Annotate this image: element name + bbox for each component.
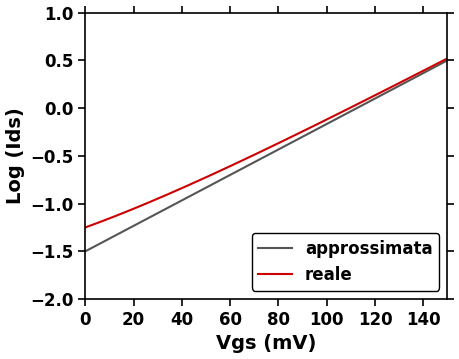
X-axis label: Vgs (mV): Vgs (mV) [216, 335, 316, 354]
approssimata [297, 135, 303, 140]
Y-axis label: Log (Ids): Log (Ids) [6, 107, 24, 204]
approssimata [254, 158, 259, 163]
approssimata [278, 146, 283, 150]
approssimata [444, 58, 449, 62]
approssimata [82, 249, 88, 253]
Line: approssimata: approssimata [85, 60, 447, 251]
reale [297, 130, 303, 134]
reale [254, 151, 259, 155]
reale [435, 61, 441, 65]
reale [82, 225, 88, 230]
Line: reale: reale [85, 59, 447, 228]
Legend: approssimata, reale: approssimata, reale [251, 233, 438, 291]
approssimata [256, 157, 262, 162]
approssimata [435, 63, 441, 67]
reale [444, 56, 449, 61]
approssimata [379, 93, 384, 97]
reale [256, 150, 262, 154]
reale [379, 89, 384, 94]
reale [278, 140, 283, 144]
